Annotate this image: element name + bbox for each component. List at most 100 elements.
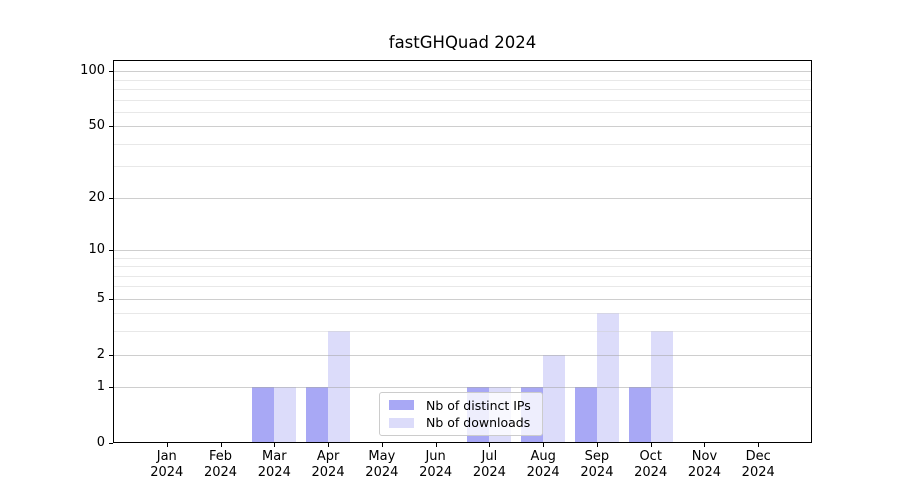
x-label-month-apr: Apr	[316, 449, 340, 464]
x-tick-label-jul: Jul 2024	[458, 449, 520, 481]
major-gridline-2	[113, 354, 812, 356]
x-tick-label-dec: Dec 2024	[727, 449, 789, 481]
x-tick-oct	[650, 443, 652, 447]
y-tick-100	[109, 71, 113, 73]
minor-gridline-70	[113, 99, 812, 101]
minor-gridline-80	[113, 89, 812, 91]
x-label-month-jun: Jun	[425, 449, 446, 464]
major-gridline-100	[113, 71, 812, 73]
x-tick-dec	[758, 443, 760, 447]
minor-gridline-90	[113, 79, 812, 81]
y-tick-0	[109, 443, 113, 444]
minor-gridline-4	[113, 313, 812, 315]
minor-gridline-30	[113, 166, 812, 168]
x-tick-sep	[596, 443, 598, 447]
y-tick-label-20: 20	[88, 189, 105, 205]
x-label-month-dec: Dec	[745, 449, 771, 464]
y-tick-label-100: 100	[80, 63, 105, 79]
legend-swatch-downloads	[389, 417, 414, 428]
y-tick-label-5: 5	[96, 290, 105, 306]
x-label-year-jan: 2024	[150, 465, 184, 480]
bar-downloads-aug	[543, 354, 566, 443]
y-tick-label-0: 0	[96, 435, 105, 450]
x-label-year-oct: 2024	[634, 465, 668, 480]
x-tick-jan	[166, 443, 168, 447]
x-label-year-aug: 2024	[526, 465, 560, 480]
x-label-year-mar: 2024	[257, 465, 291, 480]
x-label-month-oct: Oct	[639, 449, 662, 464]
x-label-month-mar: Mar	[262, 449, 287, 464]
bar-downloads-mar	[274, 387, 297, 443]
x-label-year-may: 2024	[365, 465, 399, 480]
legend-label-downloads: Nb of downloads	[426, 415, 531, 431]
y-tick-1	[109, 387, 113, 389]
bar-downloads-sep	[596, 313, 619, 443]
x-label-month-jul: Jul	[481, 449, 498, 464]
x-label-year-nov: 2024	[687, 465, 721, 480]
major-gridline-5	[113, 298, 812, 300]
x-label-year-sep: 2024	[580, 465, 614, 480]
x-tick-label-mar: Mar 2024	[243, 449, 305, 481]
x-label-month-may: May	[368, 449, 396, 464]
x-label-month-sep: Sep	[584, 449, 610, 464]
x-tick-label-feb: Feb 2024	[190, 449, 252, 481]
minor-gridline-7	[113, 275, 812, 277]
legend: Nb of distinct IPs Nb of downloads	[379, 392, 543, 436]
major-gridline-10	[113, 249, 812, 251]
x-label-year-jun: 2024	[419, 465, 453, 480]
y-tick-10	[109, 249, 113, 251]
bar-downloads-oct	[650, 331, 673, 443]
x-tick-nov	[704, 443, 706, 447]
bar-ips-sep	[574, 387, 597, 443]
legend-label-distinct-ips: Nb of distinct IPs	[426, 397, 531, 413]
plot-area	[113, 60, 812, 443]
major-gridline-50	[113, 126, 812, 128]
legend-row-downloads: Nb of downloads	[389, 415, 533, 430]
major-gridline-1	[113, 387, 812, 389]
x-tick-may	[381, 443, 383, 447]
minor-gridline-40	[113, 143, 812, 145]
x-label-year-dec: 2024	[741, 465, 775, 480]
bar-ips-apr	[306, 387, 329, 443]
legend-swatch-distinct-ips	[389, 400, 414, 411]
x-tick-label-may: May 2024	[351, 449, 413, 481]
y-tick-2	[109, 354, 113, 356]
x-label-month-jan: Jan	[156, 449, 177, 464]
x-tick-label-nov: Nov 2024	[673, 449, 735, 481]
y-tick-label-10: 10	[88, 241, 105, 257]
x-tick-aug	[543, 443, 545, 447]
bar-downloads-apr	[328, 331, 351, 443]
bar-ips-mar	[252, 387, 275, 443]
x-tick-label-apr: Apr 2024	[297, 449, 359, 481]
chart-title: fastGHQuad 2024	[388, 33, 537, 52]
major-gridline-20	[113, 197, 812, 199]
minor-gridline-60	[113, 111, 812, 113]
x-tick-label-sep: Sep 2024	[566, 449, 628, 481]
minor-gridline-9	[113, 257, 812, 259]
x-tick-label-aug: Aug 2024	[512, 449, 574, 481]
x-tick-label-oct: Oct 2024	[620, 449, 682, 481]
x-tick-jun	[435, 443, 437, 447]
minor-gridline-8	[113, 266, 812, 268]
x-tick-label-jun: Jun 2024	[405, 449, 467, 481]
y-tick-label-1: 1	[96, 379, 105, 395]
y-tick-label-2: 2	[96, 346, 105, 362]
x-tick-label-jan: Jan 2024	[136, 449, 198, 481]
x-label-month-aug: Aug	[530, 449, 556, 464]
x-label-year-jul: 2024	[472, 465, 506, 480]
y-tick-label-50: 50	[88, 118, 105, 134]
y-tick-5	[109, 298, 113, 300]
y-tick-50	[109, 126, 113, 128]
x-tick-jul	[489, 443, 491, 447]
legend-row-distinct-ips: Nb of distinct IPs	[389, 398, 533, 413]
minor-gridline-3	[113, 331, 812, 333]
bar-ips-oct	[628, 387, 651, 443]
minor-gridline-6	[113, 286, 812, 288]
y-tick-20	[109, 197, 113, 199]
x-tick-mar	[274, 443, 276, 447]
x-tick-apr	[328, 443, 330, 447]
x-label-month-nov: Nov	[691, 449, 718, 464]
x-label-month-feb: Feb	[209, 449, 233, 464]
x-label-year-apr: 2024	[311, 465, 345, 480]
